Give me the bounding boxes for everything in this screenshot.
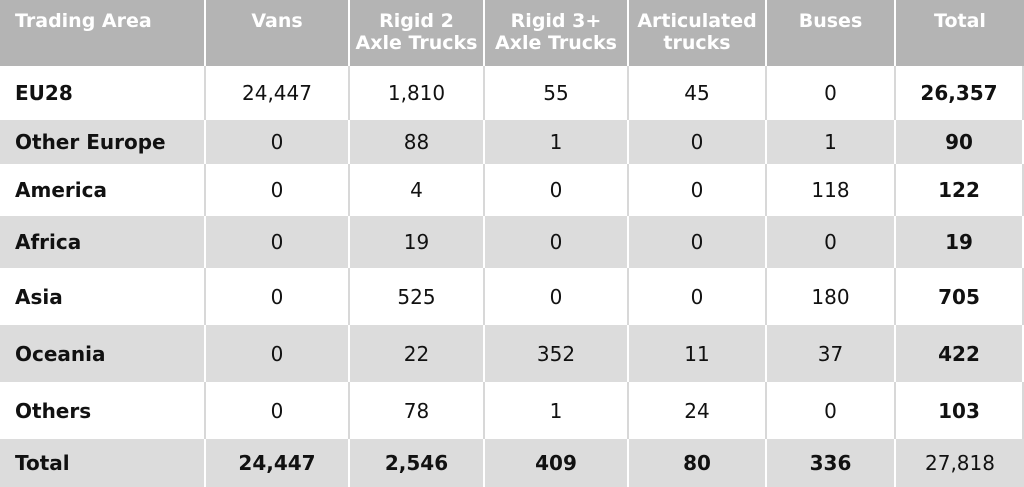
totals-row: Total 24,447 2,546 409 80 336 27,818 xyxy=(0,439,1024,487)
row-area: Asia xyxy=(0,268,206,325)
total-buses: 336 xyxy=(767,439,896,487)
cell-rigid2: 19 xyxy=(350,216,485,268)
cell-total: 103 xyxy=(896,382,1024,439)
cell-rigid3: 1 xyxy=(485,120,629,164)
cell-rigid3: 0 xyxy=(485,164,629,216)
row-area: Others xyxy=(0,382,206,439)
cell-artic: 24 xyxy=(629,382,767,439)
cell-buses: 180 xyxy=(767,268,896,325)
header-rigid-3-axle: Rigid 3+ Axle Trucks xyxy=(485,0,629,66)
cell-artic: 45 xyxy=(629,66,767,120)
cell-artic: 0 xyxy=(629,216,767,268)
cell-buses: 0 xyxy=(767,216,896,268)
cell-artic: 0 xyxy=(629,164,767,216)
table-row: Oceania 0 22 352 11 37 422 xyxy=(0,325,1024,382)
cell-vans: 0 xyxy=(206,382,350,439)
cell-vans: 0 xyxy=(206,216,350,268)
cell-vans: 0 xyxy=(206,325,350,382)
cell-artic: 0 xyxy=(629,120,767,164)
row-area: Oceania xyxy=(0,325,206,382)
table-row: Asia 0 525 0 0 180 705 xyxy=(0,268,1024,325)
cell-rigid2: 78 xyxy=(350,382,485,439)
cell-total: 422 xyxy=(896,325,1024,382)
row-area: Africa xyxy=(0,216,206,268)
cell-rigid2: 88 xyxy=(350,120,485,164)
table-row: Other Europe 0 88 1 0 1 90 xyxy=(0,120,1024,164)
table-row: Africa 0 19 0 0 0 19 xyxy=(0,216,1024,268)
total-rigid2: 2,546 xyxy=(350,439,485,487)
row-area: Other Europe xyxy=(0,120,206,164)
header-total: Total xyxy=(934,10,986,32)
cell-rigid2: 525 xyxy=(350,268,485,325)
cell-vans: 0 xyxy=(206,164,350,216)
cell-rigid3: 352 xyxy=(485,325,629,382)
cell-buses: 0 xyxy=(767,382,896,439)
row-area: America xyxy=(0,164,206,216)
cell-rigid3: 0 xyxy=(485,268,629,325)
header-vans: Vans xyxy=(206,0,350,66)
table-row: America 0 4 0 0 118 122 xyxy=(0,164,1024,216)
cell-artic: 11 xyxy=(629,325,767,382)
cell-vans: 0 xyxy=(206,120,350,164)
cell-total: 705 xyxy=(896,268,1024,325)
cell-total: 122 xyxy=(896,164,1024,216)
row-area: EU28 xyxy=(0,66,206,120)
total-vans: 24,447 xyxy=(206,439,350,487)
header-articulated: Articulated trucks xyxy=(629,0,767,66)
cell-total: 19 xyxy=(896,216,1024,268)
header-rigid-2-axle: Rigid 2 Axle Trucks xyxy=(350,0,485,66)
cell-vans: 0 xyxy=(206,268,350,325)
cell-vans: 24,447 xyxy=(206,66,350,120)
total-rigid3: 409 xyxy=(485,439,629,487)
cell-buses: 37 xyxy=(767,325,896,382)
table-header: Trading Area Vans Rigid 2 Axle Trucks Ri… xyxy=(0,0,1024,66)
cell-rigid3: 55 xyxy=(485,66,629,120)
cell-rigid2: 22 xyxy=(350,325,485,382)
cell-rigid3: 0 xyxy=(485,216,629,268)
cell-rigid2: 4 xyxy=(350,164,485,216)
cell-total: 90 xyxy=(896,120,1024,164)
cell-rigid2: 1,810 xyxy=(350,66,485,120)
cell-buses: 1 xyxy=(767,120,896,164)
total-artic: 80 xyxy=(629,439,767,487)
table-row: Others 0 78 1 24 0 103 xyxy=(0,382,1024,439)
cell-buses: 118 xyxy=(767,164,896,216)
header-buses: Buses xyxy=(767,0,896,66)
cell-artic: 0 xyxy=(629,268,767,325)
header-trading-area: Trading Area xyxy=(0,0,206,66)
cell-rigid3: 1 xyxy=(485,382,629,439)
totals-label: Total xyxy=(0,439,206,487)
cell-total: 26,357 xyxy=(896,66,1024,120)
cell-buses: 0 xyxy=(767,66,896,120)
grand-total: 27,818 xyxy=(925,451,995,475)
table-row: EU28 24,447 1,810 55 45 0 26,357 xyxy=(0,66,1024,120)
